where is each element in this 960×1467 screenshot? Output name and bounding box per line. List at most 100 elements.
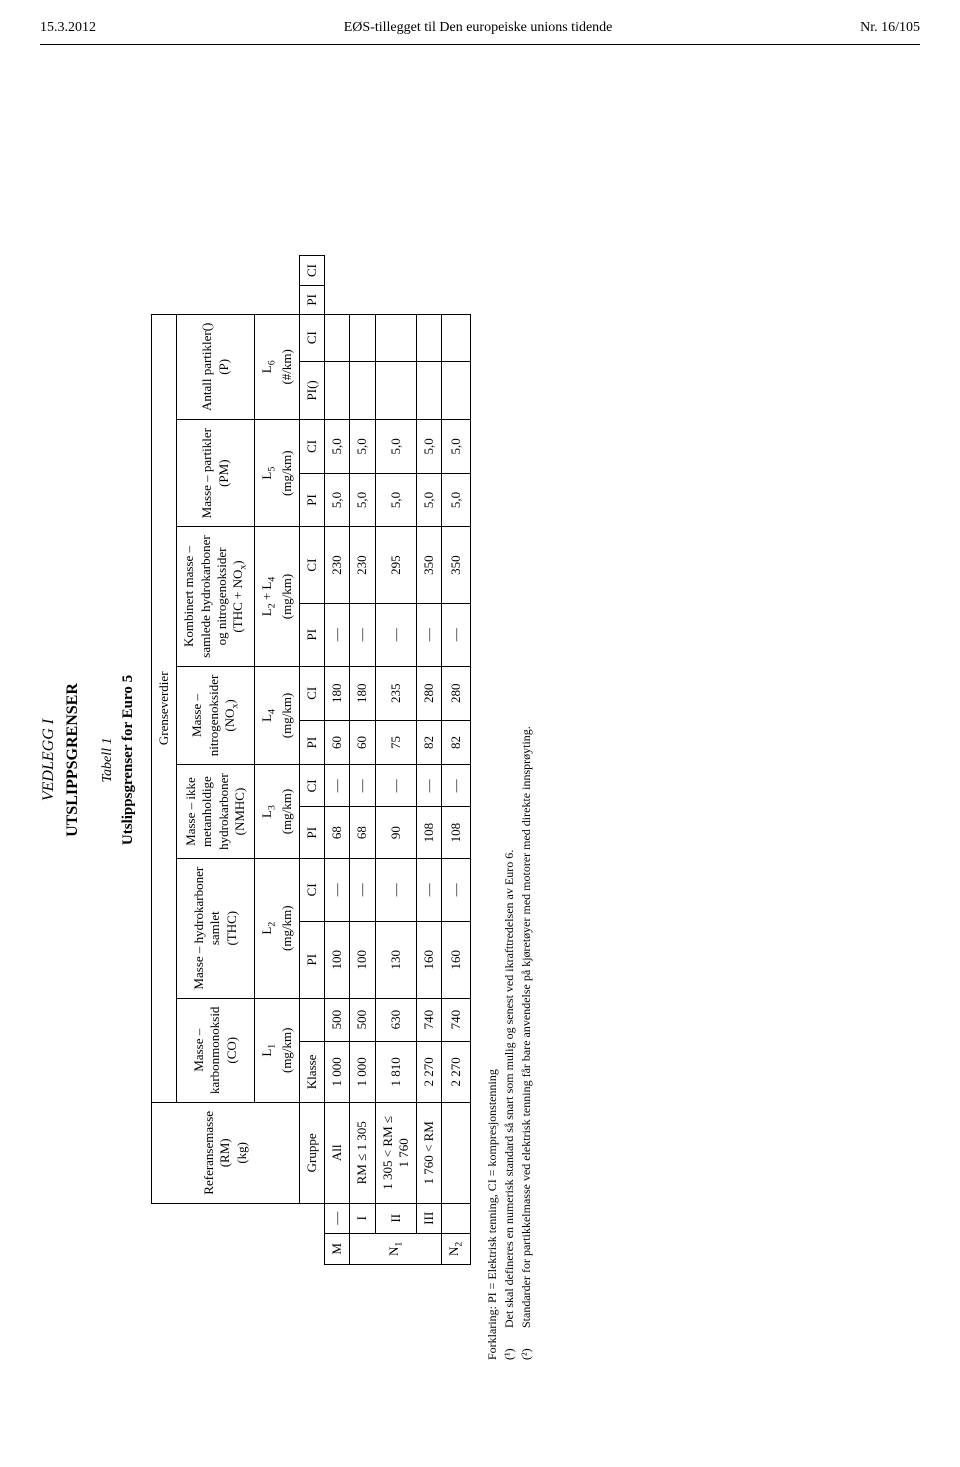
value-cell: 1 000 bbox=[325, 1041, 350, 1102]
value-cell: — bbox=[442, 765, 471, 807]
class-cell: III bbox=[417, 1203, 442, 1233]
value-cell: 68 bbox=[325, 807, 350, 858]
subhead-pi: PI bbox=[299, 807, 324, 858]
subhead-pi: PI bbox=[299, 921, 324, 998]
value-cell bbox=[442, 361, 471, 419]
unit-header: L2 + L4(mg/km) bbox=[254, 527, 299, 666]
value-cell: 280 bbox=[442, 666, 471, 720]
value-cell: — bbox=[375, 858, 417, 921]
value-cell: 180 bbox=[350, 666, 375, 720]
group-cell: N1 bbox=[350, 1233, 442, 1264]
value-cell: 5,0 bbox=[325, 473, 350, 527]
value-cell: — bbox=[442, 858, 471, 921]
value-cell: 68 bbox=[350, 807, 375, 858]
value-cell: 60 bbox=[325, 720, 350, 764]
group-cell: N2 bbox=[442, 1233, 471, 1264]
value-cell: 108 bbox=[417, 807, 442, 858]
unit-header: L1(mg/km) bbox=[254, 998, 299, 1102]
unit-header: L5(mg/km) bbox=[254, 420, 299, 527]
value-cell: — bbox=[350, 603, 375, 666]
value-cell: 740 bbox=[442, 998, 471, 1041]
table-row: M—All1 000500100—68—60180—2305,05,0 bbox=[325, 256, 350, 1265]
refmass-cell bbox=[442, 1102, 471, 1203]
annex-supertitle: VEDLEGG I bbox=[40, 110, 58, 1410]
value-cell: — bbox=[350, 765, 375, 807]
value-cell: 740 bbox=[417, 998, 442, 1041]
refmass-cell: 1 760 < RM bbox=[417, 1102, 442, 1203]
value-cell: 5,0 bbox=[375, 473, 417, 527]
value-cell: 5,0 bbox=[375, 420, 417, 474]
value-cell bbox=[350, 314, 375, 361]
value-cell: 280 bbox=[417, 666, 442, 720]
table-row: N1IRM ≤ 1 3051 000500100—68—60180—2305,0… bbox=[350, 256, 375, 1265]
pollutant-header: Kombinert masse –samlede hydrokarbonerog… bbox=[177, 527, 255, 666]
value-cell: 82 bbox=[442, 720, 471, 764]
value-cell: 5,0 bbox=[417, 420, 442, 474]
class-cell bbox=[442, 1203, 471, 1233]
value-cell: 2 270 bbox=[442, 1041, 471, 1102]
class-cell: II bbox=[375, 1203, 417, 1233]
subhead-ci: CI bbox=[299, 858, 324, 921]
value-cell bbox=[417, 314, 442, 361]
unit-header: L4(mg/km) bbox=[254, 666, 299, 765]
subhead-pi: PI bbox=[299, 473, 324, 527]
refmass-cell: RM ≤ 1 305 bbox=[350, 1102, 375, 1203]
rotated-content: VEDLEGG I UTSLIPPSGRENSER Tabell 1 Utsli… bbox=[0, 80, 960, 1440]
value-cell: — bbox=[417, 765, 442, 807]
value-cell: 100 bbox=[325, 921, 350, 998]
pollutant-header: Antall partikler()(P) bbox=[177, 314, 255, 419]
value-cell: 500 bbox=[325, 998, 350, 1041]
value-cell: 5,0 bbox=[350, 473, 375, 527]
subhead-pi: PI bbox=[299, 286, 324, 315]
annex-title: UTSLIPPSGRENSER bbox=[64, 110, 82, 1410]
header-journal: EØS-tillegget til Den europeiske unions … bbox=[344, 20, 613, 36]
value-cell: — bbox=[442, 603, 471, 666]
subhead-pi: PI bbox=[299, 720, 324, 764]
refmass-cell: 1 305 < RM ≤1 760 bbox=[375, 1102, 417, 1203]
value-cell: 1 000 bbox=[350, 1041, 375, 1102]
value-cell: — bbox=[325, 858, 350, 921]
table-row: III1 760 < RM2 270740160—108—82280—3505,… bbox=[417, 256, 442, 1265]
value-cell: 630 bbox=[375, 998, 417, 1041]
table-title: Utslippsgrenser for Euro 5 bbox=[120, 110, 137, 1410]
value-cell: 82 bbox=[417, 720, 442, 764]
subhead-pi: PI bbox=[299, 603, 324, 666]
value-cell: 90 bbox=[375, 807, 417, 858]
subhead-ci: CI bbox=[299, 420, 324, 474]
value-cell: 230 bbox=[350, 527, 375, 604]
footnote-1-mark: (¹) bbox=[502, 1338, 517, 1360]
value-cell: — bbox=[417, 858, 442, 921]
unit-header: L3(mg/km) bbox=[254, 765, 299, 859]
col-class: Klasse bbox=[299, 1041, 324, 1102]
table-row: N22 270740160—108—82280—3505,05,0 bbox=[442, 256, 471, 1265]
value-cell: 235 bbox=[375, 666, 417, 720]
value-cell: 180 bbox=[325, 666, 350, 720]
value-cell: 160 bbox=[417, 921, 442, 998]
value-cell: — bbox=[375, 765, 417, 807]
col-group: Gruppe bbox=[299, 1102, 324, 1203]
value-cell: — bbox=[350, 858, 375, 921]
footnotes: Forklaring: PI = Elektrisk tenning, CI =… bbox=[485, 160, 534, 1360]
class-cell: — bbox=[325, 1203, 350, 1233]
value-cell: 500 bbox=[350, 998, 375, 1041]
subhead-ci: CI bbox=[299, 666, 324, 720]
value-cell: 350 bbox=[417, 527, 442, 604]
subhead-ci: CI bbox=[299, 314, 324, 361]
header-pageno: Nr. 16/105 bbox=[860, 20, 920, 36]
footnote-1-text: Det skal defineres en numerisk standard … bbox=[502, 850, 517, 1328]
value-cell: — bbox=[375, 603, 417, 666]
value-cell bbox=[325, 361, 350, 419]
value-cell: 5,0 bbox=[442, 420, 471, 474]
pollutant-header: Masse – partikler(PM) bbox=[177, 420, 255, 527]
footnote-2-text: Standarder for partikkelmasse ved elektr… bbox=[519, 726, 534, 1328]
pollutant-header: Masse –karbonmonoksid(CO) bbox=[177, 998, 255, 1102]
value-cell: 160 bbox=[442, 921, 471, 998]
col-spanner: Grenseverdier bbox=[152, 314, 177, 1102]
value-cell: 5,0 bbox=[350, 420, 375, 474]
value-cell: 5,0 bbox=[325, 420, 350, 474]
value-cell bbox=[375, 314, 417, 361]
value-cell: 5,0 bbox=[417, 473, 442, 527]
header-rule bbox=[40, 44, 920, 45]
value-cell: 100 bbox=[350, 921, 375, 998]
value-cell: — bbox=[325, 765, 350, 807]
